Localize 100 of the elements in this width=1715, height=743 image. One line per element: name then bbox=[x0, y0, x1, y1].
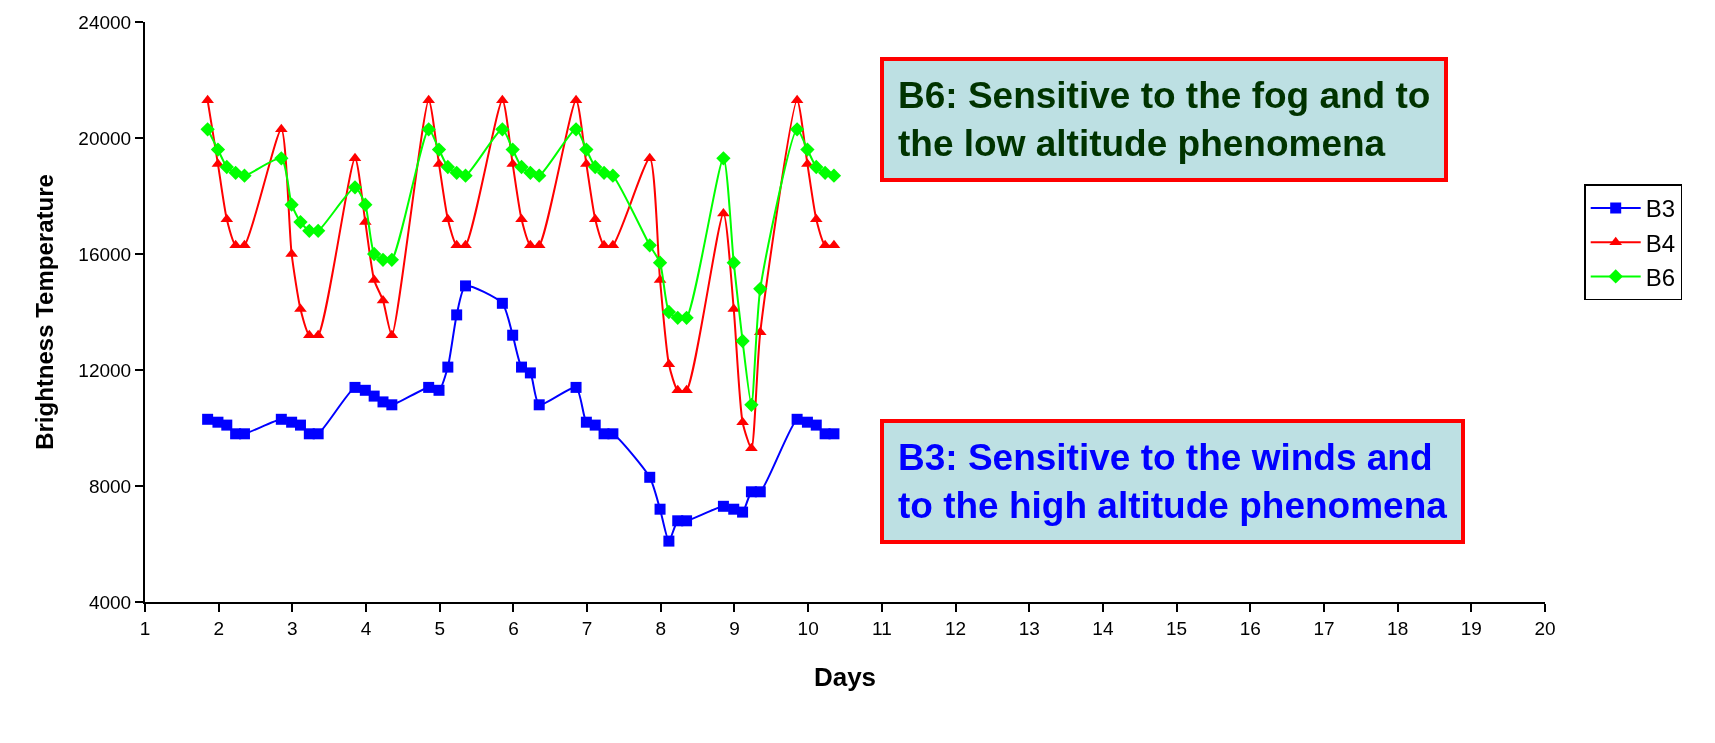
point bbox=[274, 123, 288, 133]
point bbox=[311, 223, 326, 238]
legend-label: B4 bbox=[1645, 229, 1676, 257]
x-tick-label: 16 bbox=[1239, 617, 1261, 639]
point bbox=[294, 419, 306, 431]
point bbox=[745, 442, 758, 452]
point bbox=[810, 419, 822, 431]
point bbox=[790, 94, 804, 104]
x-tick-label: 12 bbox=[944, 617, 967, 639]
x-tick-label: 10 bbox=[797, 617, 819, 639]
point bbox=[606, 239, 620, 249]
y-tick-label: 16000 bbox=[78, 243, 132, 265]
point bbox=[431, 142, 447, 157]
point bbox=[809, 159, 824, 175]
point bbox=[376, 294, 390, 304]
x-tick-label: 11 bbox=[871, 617, 892, 639]
point bbox=[568, 122, 584, 137]
x-tick-label: 7 bbox=[581, 617, 593, 639]
x-tick-label: 19 bbox=[1460, 617, 1482, 639]
point bbox=[386, 399, 398, 411]
legend-label: B3 bbox=[1645, 195, 1676, 223]
annotation: B3: Sensitive to the winds and to the high altitude phenomena bbox=[898, 437, 1448, 527]
y-tick-label: 4000 bbox=[88, 591, 132, 613]
point bbox=[717, 500, 729, 512]
x-tick-label: 18 bbox=[1387, 617, 1409, 639]
x-tick-label: 9 bbox=[729, 617, 740, 639]
point bbox=[605, 168, 621, 183]
point bbox=[358, 197, 373, 212]
x-axis-title: Days bbox=[813, 662, 877, 692]
point bbox=[791, 413, 803, 425]
x-tick-label: 14 bbox=[1092, 617, 1114, 639]
point bbox=[726, 255, 741, 270]
point bbox=[348, 152, 362, 162]
point bbox=[588, 159, 603, 175]
y-tick-label: 20000 bbox=[78, 127, 132, 149]
point bbox=[221, 419, 233, 431]
point bbox=[570, 381, 582, 393]
x-tick-label: 20 bbox=[1534, 617, 1556, 639]
x-tick-label: 6 bbox=[508, 617, 519, 639]
point bbox=[433, 384, 445, 396]
point bbox=[274, 151, 289, 166]
point bbox=[284, 197, 299, 212]
point bbox=[442, 361, 454, 373]
y-tick-label: 24000 bbox=[78, 11, 132, 33]
y-tick-label: 12000 bbox=[78, 359, 132, 381]
point bbox=[716, 151, 731, 166]
point bbox=[507, 329, 519, 341]
point bbox=[654, 503, 666, 515]
y-tick-label: 8000 bbox=[88, 475, 132, 497]
point bbox=[293, 214, 308, 230]
point bbox=[663, 535, 675, 547]
point bbox=[349, 381, 361, 393]
point bbox=[219, 159, 234, 175]
point bbox=[533, 399, 545, 411]
x-tick-label: 17 bbox=[1313, 617, 1335, 639]
point bbox=[717, 207, 730, 217]
annotation: B6: Sensitive to the fog and to the low altitude phenomena bbox=[898, 75, 1431, 165]
point bbox=[597, 239, 611, 249]
point bbox=[347, 180, 363, 195]
point bbox=[237, 168, 252, 183]
point bbox=[495, 122, 510, 137]
point bbox=[275, 413, 287, 425]
point bbox=[496, 94, 509, 104]
point bbox=[451, 309, 463, 321]
point bbox=[589, 419, 601, 431]
point bbox=[449, 165, 464, 180]
x-tick-label: 5 bbox=[434, 617, 446, 639]
point bbox=[505, 142, 520, 157]
point bbox=[200, 122, 215, 137]
point bbox=[661, 304, 677, 320]
point bbox=[532, 168, 547, 183]
point bbox=[644, 471, 656, 483]
legend-label: B6 bbox=[1645, 263, 1676, 291]
point bbox=[826, 168, 842, 183]
point bbox=[514, 159, 529, 175]
point bbox=[460, 280, 472, 292]
x-tick-label: 4 bbox=[360, 617, 372, 639]
point bbox=[201, 94, 214, 104]
point bbox=[789, 122, 805, 137]
x-tick-label: 3 bbox=[287, 617, 298, 639]
point bbox=[652, 255, 668, 270]
x-tick-label: 1 bbox=[139, 617, 151, 639]
x-tick-label: 15 bbox=[1166, 617, 1188, 639]
point bbox=[421, 122, 436, 137]
point bbox=[753, 281, 768, 296]
point bbox=[737, 506, 749, 518]
point bbox=[210, 142, 226, 157]
point bbox=[458, 168, 473, 183]
point bbox=[607, 428, 619, 440]
point bbox=[642, 238, 657, 253]
point bbox=[754, 486, 766, 498]
point bbox=[744, 397, 759, 412]
point bbox=[800, 142, 815, 157]
point bbox=[569, 94, 583, 104]
point bbox=[516, 361, 528, 373]
point bbox=[312, 428, 324, 440]
point bbox=[359, 384, 371, 396]
y-axis-title: Brightness Temperature bbox=[30, 174, 58, 450]
point bbox=[643, 152, 657, 162]
point bbox=[735, 333, 750, 349]
